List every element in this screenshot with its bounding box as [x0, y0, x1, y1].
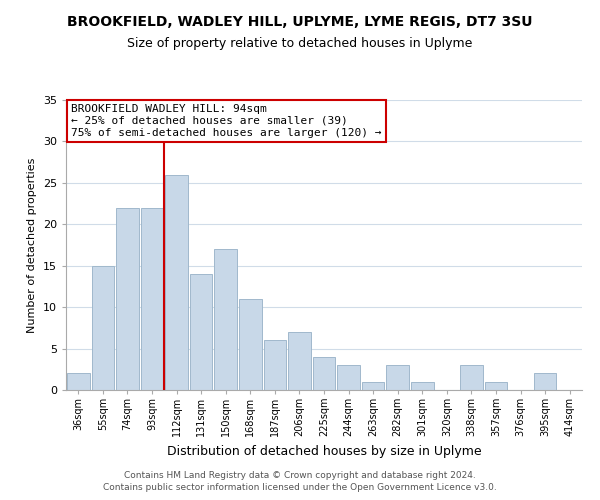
Bar [92, 266, 114, 390]
Bar [140, 208, 163, 390]
Bar [386, 365, 409, 390]
Text: Size of property relative to detached houses in Uplyme: Size of property relative to detached ho… [127, 38, 473, 51]
Bar [263, 340, 286, 390]
Text: BROOKFIELD, WADLEY HILL, UPLYME, LYME REGIS, DT7 3SU: BROOKFIELD, WADLEY HILL, UPLYME, LYME RE… [67, 15, 533, 29]
Bar [337, 365, 360, 390]
Bar [460, 365, 483, 390]
Y-axis label: Number of detached properties: Number of detached properties [27, 158, 37, 332]
X-axis label: Distribution of detached houses by size in Uplyme: Distribution of detached houses by size … [167, 445, 481, 458]
Text: BROOKFIELD WADLEY HILL: 94sqm
← 25% of detached houses are smaller (39)
75% of s: BROOKFIELD WADLEY HILL: 94sqm ← 25% of d… [71, 104, 382, 138]
Bar [534, 374, 556, 390]
Bar [288, 332, 311, 390]
Bar [190, 274, 212, 390]
Bar [362, 382, 385, 390]
Text: Contains public sector information licensed under the Open Government Licence v3: Contains public sector information licen… [103, 484, 497, 492]
Bar [313, 357, 335, 390]
Bar [165, 174, 188, 390]
Text: Contains HM Land Registry data © Crown copyright and database right 2024.: Contains HM Land Registry data © Crown c… [124, 471, 476, 480]
Bar [485, 382, 508, 390]
Bar [67, 374, 89, 390]
Bar [214, 249, 237, 390]
Bar [411, 382, 434, 390]
Bar [116, 208, 139, 390]
Bar [239, 299, 262, 390]
